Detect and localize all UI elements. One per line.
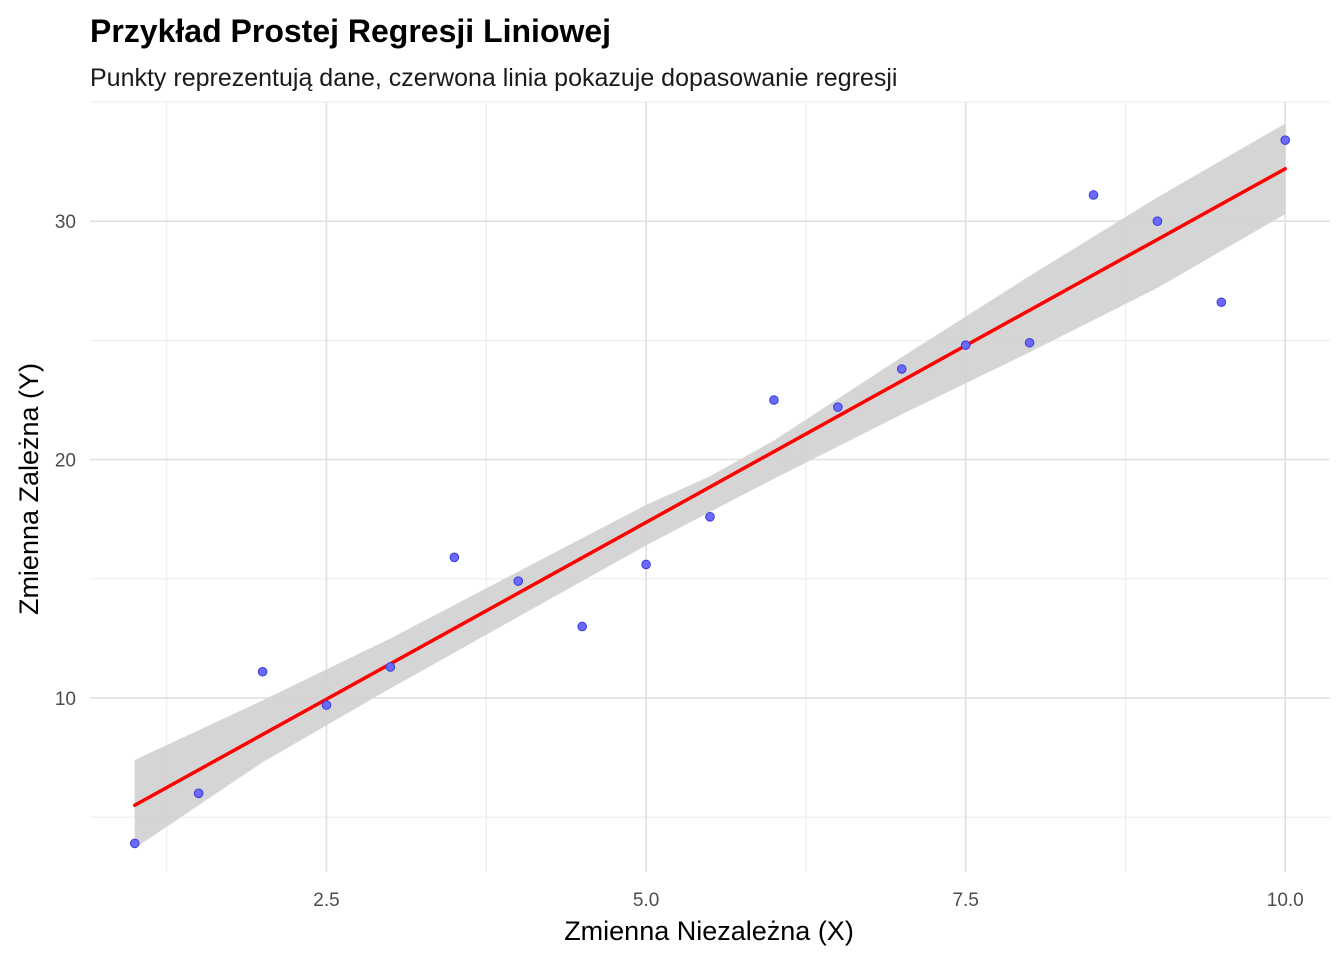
regression-line bbox=[132, 166, 1288, 808]
data-point-14 bbox=[1024, 337, 1035, 348]
y-tick-label-2: 30 bbox=[55, 212, 76, 233]
data-point-4 bbox=[385, 662, 396, 672]
x-tick-label-1: 5.0 bbox=[633, 890, 659, 911]
data-points bbox=[129, 135, 1291, 849]
data-point-17 bbox=[1216, 297, 1227, 308]
data-point-12 bbox=[896, 364, 907, 374]
x-tick-label-3: 10.0 bbox=[1267, 890, 1304, 911]
data-point-16 bbox=[1152, 216, 1163, 226]
data-point-9 bbox=[705, 511, 715, 522]
x-tick-label-0: 2.5 bbox=[313, 890, 339, 911]
data-point-3 bbox=[321, 700, 332, 710]
x-axis-ticks: 2.5 5.0 7.5 10.0 bbox=[313, 890, 1303, 911]
data-point-11 bbox=[833, 402, 843, 412]
data-point-13 bbox=[960, 340, 971, 350]
x-axis-title: Zmienna Niezależna (X) bbox=[564, 916, 854, 946]
data-point-10 bbox=[769, 395, 779, 405]
data-point-5 bbox=[449, 552, 460, 563]
data-point-0 bbox=[129, 838, 140, 849]
data-point-1 bbox=[193, 788, 204, 799]
chart-subtitle: Punkty reprezentują dane, czerwona linia… bbox=[90, 64, 897, 92]
data-point-6 bbox=[513, 576, 524, 586]
y-axis-ticks: 10 20 30 bbox=[55, 212, 76, 710]
y-tick-label-0: 10 bbox=[55, 689, 76, 710]
data-point-15 bbox=[1088, 190, 1099, 200]
data-point-8 bbox=[641, 559, 651, 570]
data-point-18 bbox=[1280, 135, 1291, 145]
regression-line-group bbox=[132, 166, 1288, 808]
x-tick-label-2: 7.5 bbox=[952, 890, 978, 911]
data-point-7 bbox=[577, 621, 587, 632]
y-axis-title: Zmienna Zależna (Y) bbox=[14, 363, 44, 615]
data-point-2 bbox=[257, 666, 268, 677]
y-tick-label-1: 20 bbox=[55, 451, 76, 472]
chart-title: Przykład Prostej Regresji Liniowej bbox=[90, 13, 611, 49]
